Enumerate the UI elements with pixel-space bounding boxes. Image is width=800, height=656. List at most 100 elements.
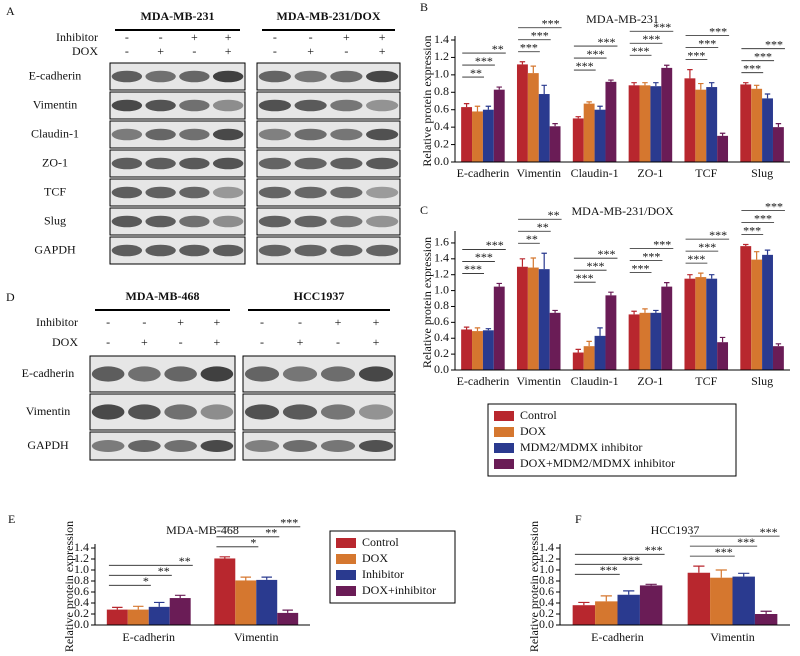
condition-sign: - — [260, 315, 264, 329]
significance-stars: *** — [760, 525, 778, 539]
blot-band — [358, 404, 394, 420]
protein-label: Vimentin — [26, 404, 71, 418]
bar — [461, 107, 473, 162]
bar — [572, 118, 584, 162]
error-bar — [282, 609, 293, 613]
bar — [583, 103, 595, 162]
blot-band — [258, 186, 291, 199]
significance-stars: *** — [709, 228, 727, 242]
legend-label: DOX+MDM2/MDMX inhibitor — [520, 456, 675, 470]
blot-band — [366, 157, 399, 170]
blot-band — [145, 215, 176, 228]
error-bar — [645, 583, 657, 586]
bar — [594, 109, 606, 162]
legend-swatch — [336, 570, 356, 580]
blot-band — [91, 366, 125, 382]
condition-label: DOX — [52, 335, 78, 349]
condition-sign: + — [225, 30, 232, 44]
x-tick-label: E-cadherin — [457, 374, 510, 388]
x-tick-label: E-cadherin — [122, 630, 175, 644]
error-bar — [578, 601, 590, 606]
legend-label: MDM2/MDMX inhibitor — [520, 440, 642, 454]
blot-band — [212, 128, 244, 141]
error-bar — [664, 64, 670, 68]
condition-sign: + — [379, 44, 386, 58]
significance-stars: *** — [632, 44, 650, 58]
blot-band — [330, 99, 363, 112]
blot-band — [320, 404, 356, 420]
y-axis-label: Relative protein expression — [527, 521, 541, 652]
blot-band — [111, 70, 143, 83]
bar — [751, 88, 763, 162]
blot-band — [282, 366, 318, 382]
y-tick-label: 0.2 — [539, 606, 554, 620]
significance-stars: *** — [475, 250, 493, 264]
x-tick-label: ZO-1 — [637, 166, 663, 180]
condition-sign: + — [379, 30, 386, 44]
bar — [277, 612, 299, 625]
blot-band — [358, 366, 394, 382]
x-tick-label: TCF — [695, 374, 717, 388]
error-bar — [719, 132, 726, 136]
error-bar — [642, 308, 648, 313]
blot-band — [111, 215, 143, 228]
error-bar — [541, 252, 547, 270]
significance-stars: *** — [587, 259, 605, 273]
bar — [472, 111, 483, 162]
error-bar — [463, 326, 470, 330]
condition-sign: - — [309, 30, 313, 44]
error-bar — [698, 82, 704, 90]
blot-band — [366, 244, 399, 257]
error-bar — [552, 309, 558, 313]
significance-stars: ** — [158, 564, 170, 578]
condition-sign: + — [157, 44, 164, 58]
blot-band — [294, 70, 327, 83]
error-bar — [631, 310, 637, 315]
blot-band — [111, 128, 143, 141]
legend-swatch — [336, 554, 356, 564]
blot-band — [330, 70, 363, 83]
significance-stars: ** — [470, 66, 482, 80]
blot-band — [128, 404, 161, 420]
blot-band — [294, 157, 327, 170]
blot-band — [258, 244, 291, 257]
blot-band — [212, 186, 244, 199]
bar — [572, 605, 596, 625]
significance-stars: *** — [642, 32, 660, 46]
blot-band — [212, 244, 244, 257]
error-bar — [485, 105, 492, 110]
chart-title: MDA-MB-231 — [586, 12, 659, 26]
error-bar — [693, 565, 705, 573]
bar — [695, 89, 707, 162]
bar — [516, 64, 528, 162]
protein-label: E-cadherin — [22, 366, 75, 380]
bar — [740, 246, 752, 370]
significance-stars: *** — [597, 247, 615, 261]
legend-swatch — [494, 411, 514, 421]
blot-band — [282, 440, 318, 452]
blot-band — [145, 128, 176, 141]
error-bar — [743, 243, 749, 247]
bar — [639, 312, 651, 370]
condition-sign: + — [213, 335, 220, 349]
bar — [628, 85, 640, 162]
x-tick-label: Vimentin — [516, 166, 561, 180]
error-bar — [261, 576, 272, 580]
error-bar — [112, 606, 123, 610]
error-bar — [775, 123, 782, 128]
bar — [740, 84, 752, 162]
error-bar — [764, 249, 771, 255]
legend-label: Control — [362, 535, 399, 549]
condition-sign: - — [106, 315, 110, 329]
error-bar — [687, 69, 693, 79]
significance-stars: ** — [265, 526, 277, 540]
significance-stars: *** — [754, 211, 772, 225]
bar — [482, 109, 494, 162]
condition-sign: - — [125, 30, 129, 44]
blot-band — [294, 128, 327, 141]
error-bar — [519, 61, 526, 65]
significance-stars: *** — [754, 49, 772, 63]
significance-stars: *** — [520, 41, 538, 55]
error-bar — [623, 590, 635, 595]
y-tick-label: 1.0 — [539, 562, 554, 576]
